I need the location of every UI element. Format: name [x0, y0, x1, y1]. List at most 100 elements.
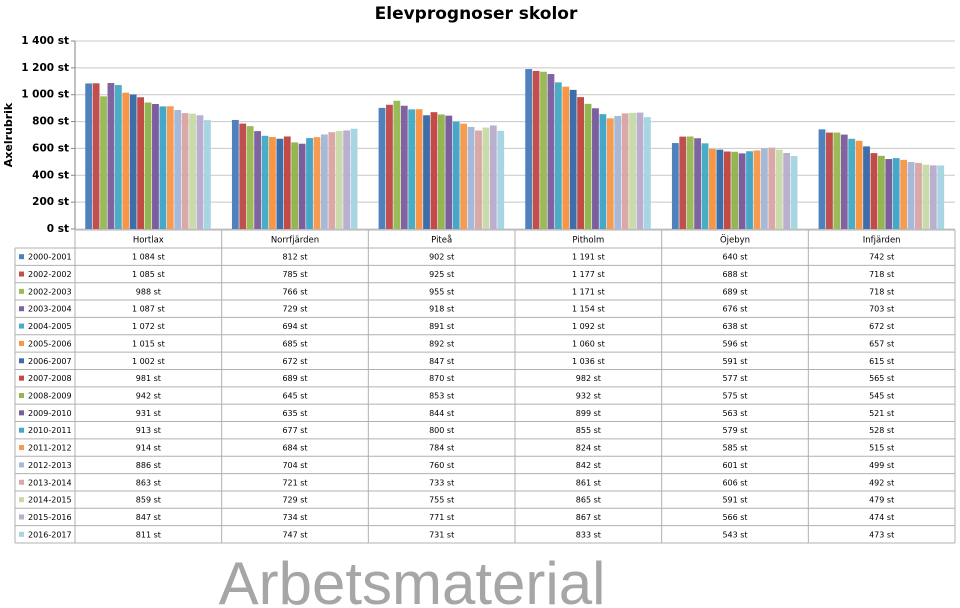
legend-label: 2008-2009 — [28, 392, 72, 401]
data-table-cell: 867 st — [576, 513, 601, 522]
data-table-cell: 870 st — [429, 374, 454, 383]
bar — [231, 119, 239, 229]
legend-swatch — [19, 479, 24, 485]
bar — [181, 113, 189, 229]
data-table-cell: 1 177 st — [572, 270, 605, 279]
data-table-cell: 672 st — [869, 322, 894, 331]
y-tick-label: 1 200 st — [21, 62, 69, 74]
data-table-cell: 566 st — [722, 513, 747, 522]
bar — [738, 153, 746, 229]
data-table-cell: 1 036 st — [572, 357, 605, 366]
data-table-cell: 729 st — [282, 305, 307, 314]
bar — [92, 83, 100, 229]
bar — [753, 150, 761, 229]
bar — [848, 138, 856, 229]
legend-label: 2002-2002 — [28, 270, 72, 279]
data-table-cell: 672 st — [282, 357, 307, 366]
data-table-cell: 931 st — [136, 409, 161, 418]
data-table-cell: 942 st — [136, 392, 161, 401]
data-table-cell: 760 st — [429, 461, 454, 470]
data-table-cell: 575 st — [722, 392, 747, 401]
legend-label: 2005-2006 — [28, 339, 72, 348]
legend-swatch — [19, 427, 24, 433]
bar — [716, 149, 724, 229]
legend-label: 2000-2001 — [28, 253, 72, 262]
bar — [415, 109, 423, 229]
bar — [783, 152, 791, 229]
y-tick-label: 1 400 st — [21, 35, 69, 47]
data-table-cell: 721 st — [282, 478, 307, 487]
bar — [621, 113, 629, 229]
legend-label: 2003-2004 — [28, 305, 72, 314]
data-table-cell: 733 st — [429, 478, 454, 487]
data-table-cell: 886 st — [136, 461, 161, 470]
bar — [577, 97, 585, 229]
data-table-cell: 563 st — [722, 409, 747, 418]
bar — [671, 143, 679, 229]
bar — [189, 113, 196, 229]
data-table-cell: 847 st — [136, 513, 161, 522]
data-table-cell: 684 st — [282, 444, 307, 453]
legend-label: 2015-2016 — [28, 513, 72, 522]
bar — [606, 118, 614, 229]
bar — [328, 132, 336, 229]
data-table-cell: 755 st — [429, 496, 454, 505]
data-table-cell: 982 st — [576, 374, 601, 383]
data-table-cell: 606 st — [722, 478, 747, 487]
bar — [855, 140, 863, 229]
data-table-cell: 785 st — [282, 270, 307, 279]
bar — [694, 138, 702, 229]
bar — [870, 153, 878, 229]
data-table-cell: 784 st — [429, 444, 454, 453]
data-table-cell: 833 st — [576, 530, 601, 539]
bar — [400, 105, 408, 229]
legend-swatch — [19, 271, 24, 277]
bar — [298, 143, 306, 229]
bar — [239, 123, 247, 229]
data-table-cell: 718 st — [869, 270, 894, 279]
bar — [915, 162, 922, 229]
data-table-cell: 585 st — [722, 444, 747, 453]
legend-label: 2007-2008 — [28, 374, 72, 383]
bar — [254, 131, 262, 229]
bar — [489, 125, 497, 229]
bar — [900, 159, 908, 229]
legend-label: 2011-2012 — [28, 444, 72, 453]
data-table-cell: 1 072 st — [132, 322, 165, 331]
bar — [350, 128, 358, 229]
bar — [306, 138, 313, 229]
y-tick-label: 400 st — [32, 169, 69, 181]
bar — [636, 112, 644, 229]
bar — [532, 70, 540, 230]
bar — [343, 130, 351, 229]
data-table-cell: 703 st — [869, 305, 894, 314]
legend-swatch — [19, 254, 24, 260]
data-table-cell: 731 st — [429, 530, 454, 539]
bar — [686, 136, 694, 229]
data-table-cell: 676 st — [722, 305, 747, 314]
bar — [863, 146, 870, 229]
bar — [775, 149, 783, 229]
data-table-cell: 988 st — [136, 287, 161, 296]
data-table-cell: 579 st — [722, 426, 747, 435]
bar — [452, 121, 460, 229]
bar — [840, 134, 848, 229]
bar — [497, 130, 505, 229]
bar — [937, 165, 945, 229]
bar — [892, 158, 900, 229]
data-table-cell: 635 st — [282, 409, 307, 418]
bar — [475, 130, 482, 229]
data-table-cell: 689 st — [282, 374, 307, 383]
y-tick-label: 800 st — [32, 116, 69, 128]
bar — [547, 74, 555, 229]
bar — [276, 138, 284, 229]
legend-swatch — [19, 462, 24, 468]
bar — [196, 115, 204, 229]
legend-swatch — [19, 531, 24, 537]
data-table-cell: 812 st — [282, 253, 307, 262]
data-table-cell: 844 st — [429, 409, 454, 418]
watermark: Arbetsmaterial — [219, 550, 606, 608]
data-table-cell: 747 st — [282, 530, 307, 539]
bar — [261, 135, 269, 229]
